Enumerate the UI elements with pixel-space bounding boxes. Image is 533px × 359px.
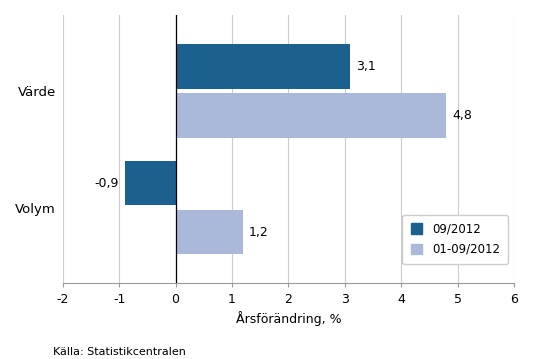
Text: Källa: Statistikcentralen: Källa: Statistikcentralen bbox=[53, 348, 186, 358]
X-axis label: Årsförändring, %: Årsförändring, % bbox=[236, 311, 341, 326]
Bar bbox=[175, 44, 350, 89]
Text: 3,1: 3,1 bbox=[356, 60, 376, 73]
Text: -0,9: -0,9 bbox=[95, 177, 119, 190]
Text: 1,2: 1,2 bbox=[249, 226, 269, 239]
Bar bbox=[175, 210, 243, 254]
Bar bbox=[125, 161, 175, 205]
Legend: 09/2012, 01-09/2012: 09/2012, 01-09/2012 bbox=[402, 215, 508, 264]
Text: 4,8: 4,8 bbox=[452, 109, 472, 122]
Bar bbox=[175, 93, 446, 137]
